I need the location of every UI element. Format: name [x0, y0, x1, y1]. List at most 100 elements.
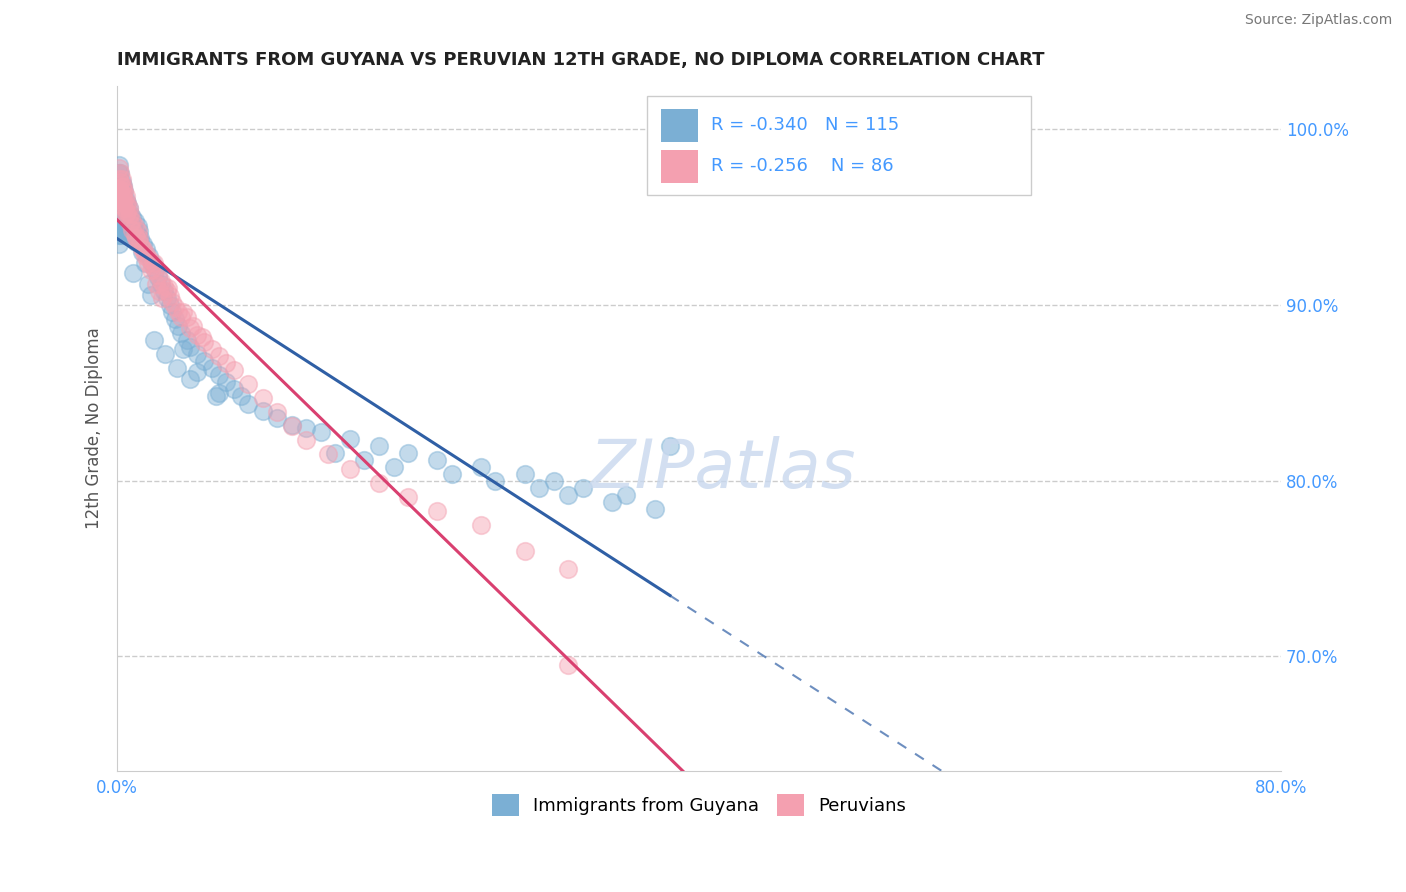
Text: R = -0.256    N = 86: R = -0.256 N = 86 [710, 157, 893, 176]
Point [108, 193, 131, 207]
Point [148, 284, 170, 298]
Point [208, 368, 231, 383]
Point [382, 459, 405, 474]
Point [115, 211, 138, 225]
Point [513, 467, 536, 481]
Point [117, 205, 139, 219]
Point [110, 180, 132, 194]
Point [172, 342, 194, 356]
Point [146, 270, 169, 285]
Point [114, 193, 136, 207]
Point [120, 215, 142, 229]
Point [107, 157, 129, 171]
Point [115, 207, 138, 221]
Point [108, 166, 131, 180]
Point [131, 245, 153, 260]
Point [114, 193, 136, 207]
Point [111, 205, 134, 219]
Point [201, 342, 224, 356]
Point [107, 161, 129, 175]
Point [107, 175, 129, 189]
Point [426, 504, 449, 518]
Point [162, 305, 184, 319]
Point [222, 363, 245, 377]
Point [118, 219, 141, 233]
Point [107, 203, 129, 218]
Point [644, 502, 666, 516]
Point [134, 256, 156, 270]
Point [138, 249, 160, 263]
Point [115, 193, 138, 207]
Point [120, 207, 142, 221]
Point [222, 383, 245, 397]
Point [281, 419, 304, 434]
Point [110, 198, 132, 212]
Point [117, 196, 139, 211]
Point [117, 214, 139, 228]
Point [159, 289, 181, 303]
Point [142, 333, 165, 347]
Point [108, 175, 131, 189]
Point [107, 219, 129, 233]
Point [108, 184, 131, 198]
Point [129, 236, 152, 251]
Legend: Immigrants from Guyana, Peruvians: Immigrants from Guyana, Peruvians [484, 787, 914, 823]
Bar [661, 150, 697, 183]
Point [127, 219, 149, 233]
Point [108, 219, 131, 233]
Point [557, 658, 579, 673]
Text: ZIPatlas: ZIPatlas [589, 436, 856, 502]
Point [484, 474, 506, 488]
Point [114, 202, 136, 216]
Point [167, 319, 190, 334]
Point [193, 354, 215, 368]
Point [170, 310, 193, 325]
Text: IMMIGRANTS FROM GUYANA VS PERUVIAN 12TH GRADE, NO DIPLOMA CORRELATION CHART: IMMIGRANTS FROM GUYANA VS PERUVIAN 12TH … [117, 51, 1045, 69]
Point [159, 298, 181, 312]
Point [108, 184, 131, 198]
Point [121, 227, 143, 242]
Point [118, 202, 141, 216]
Point [128, 231, 150, 245]
Point [440, 467, 463, 481]
Point [527, 481, 550, 495]
Point [107, 236, 129, 251]
Point [120, 224, 142, 238]
Point [121, 214, 143, 228]
Point [114, 184, 136, 198]
Point [215, 356, 238, 370]
Point [107, 211, 129, 225]
Point [172, 305, 194, 319]
Point [153, 347, 176, 361]
Point [135, 242, 157, 256]
Point [557, 562, 579, 576]
Point [107, 193, 129, 207]
Point [145, 277, 167, 291]
Point [368, 439, 391, 453]
Point [266, 410, 288, 425]
Point [426, 452, 449, 467]
Point [124, 227, 146, 242]
Point [146, 268, 169, 283]
Point [115, 202, 138, 216]
Point [121, 211, 143, 225]
Point [107, 227, 129, 242]
Point [136, 256, 159, 270]
Point [149, 277, 172, 291]
Point [122, 267, 145, 281]
Point [165, 312, 187, 326]
Point [107, 202, 129, 216]
Point [156, 284, 179, 298]
Point [152, 278, 174, 293]
Point [659, 439, 682, 453]
Point [229, 389, 252, 403]
Point [176, 310, 198, 325]
Point [108, 227, 131, 242]
Point [107, 184, 129, 198]
Point [111, 178, 134, 193]
Point [125, 231, 148, 245]
Point [132, 236, 155, 251]
Point [186, 347, 208, 361]
Point [353, 452, 375, 467]
Point [179, 321, 201, 335]
